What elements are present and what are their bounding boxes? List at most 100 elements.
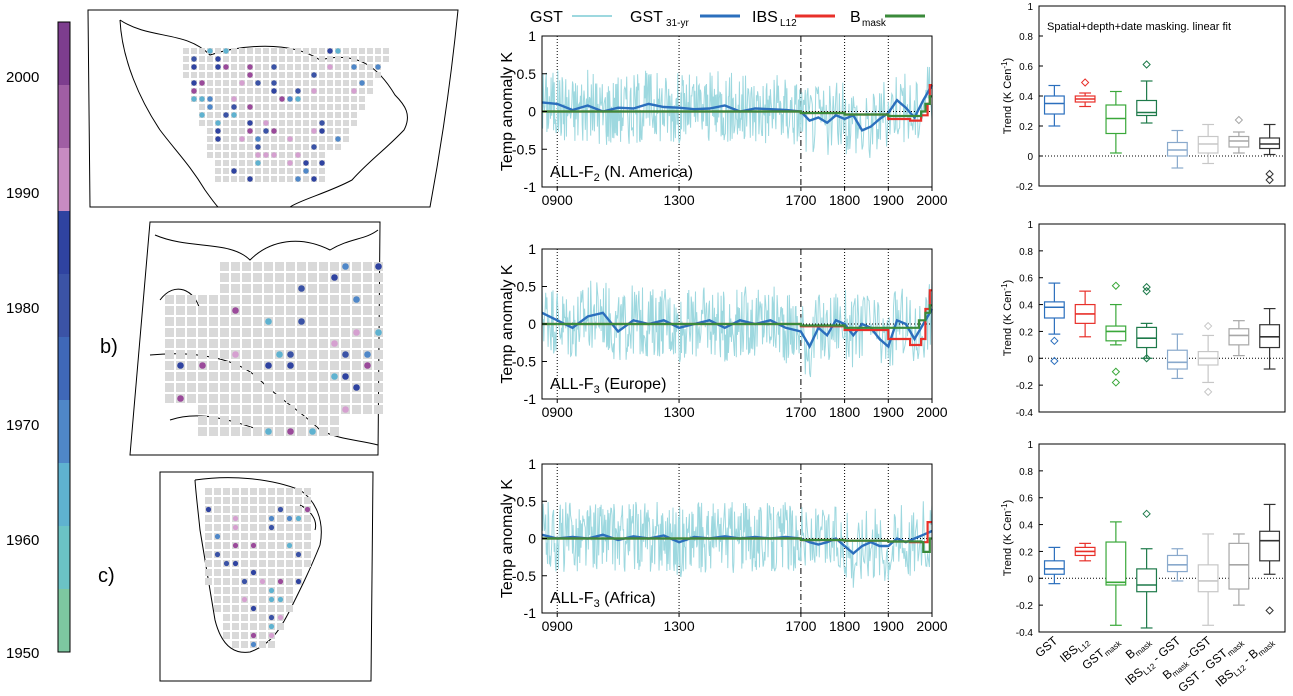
map-coast-europe [149,229,379,446]
map-site-dot [287,362,294,369]
box-outlier [1111,378,1121,387]
map-grid-cell [250,524,257,531]
map-site-dot [177,362,184,369]
map-grid-cell [303,136,309,142]
map-grid-cell [268,551,275,558]
box-outlier [1265,175,1274,185]
map-grid-cell [207,56,213,62]
map-grid-cell [259,533,266,540]
map-grid-cell [374,306,383,315]
map-grid-cell [223,497,230,504]
map-grid-cell [319,144,325,150]
map-grid-cell [255,176,261,182]
map-grid-cell [253,372,262,381]
map-grid-cell [215,88,221,94]
map-grid-cell [207,112,213,118]
map-grid-cell [287,128,293,134]
map-grid-cell [209,328,218,337]
map-grid-cell [220,383,229,392]
box-outlier [1142,60,1151,69]
map-grid-cell [215,48,221,54]
map-grid-cell [319,168,325,174]
map-grid-cell [199,120,205,126]
map-grid-cell [330,328,339,337]
map-site-dot [255,152,261,158]
map-grid-cell [214,587,221,594]
map-grid-cell [374,405,383,414]
map-grid-cell [271,72,277,78]
map-site-dot [277,506,284,513]
map-site-dot [295,578,302,585]
map-grid-cell [351,72,357,78]
map-grid-cell [374,383,383,392]
map-grid-cell [277,524,284,531]
map-grid-cell [215,160,221,166]
map-grid-cell [319,136,325,142]
map-grid-cell [375,56,381,62]
map-grid-cell [295,112,301,118]
map-grid-cell [198,405,207,414]
map-grid-cell [242,350,251,359]
map-grid-cell [343,120,349,126]
map-grid-cell [327,144,333,150]
map-grid-cell [255,64,261,70]
map-grid-cell [209,350,218,359]
map-grid-cell [367,72,373,78]
map-grid-cell [359,104,365,110]
map-grid-cell [374,350,383,359]
map-grid-cell [263,48,269,54]
map-grid-cell [250,614,257,621]
map-grid-cell [275,394,284,403]
map-site-dot [375,263,382,270]
map-grid-cell [223,168,229,174]
map-grid-cell [199,88,205,94]
map-site-dot [311,88,317,94]
x-tick-label: 1800 [829,192,860,208]
map-grid-cell [311,104,317,110]
map-grid-cell [198,317,207,326]
map-grid-cell [255,88,261,94]
map-grid-cell [327,96,333,102]
map-grid-cell [259,497,266,504]
map-grid-cell [275,273,284,282]
map-grid-cell [165,317,174,326]
map-grid-cell [241,524,248,531]
map-grid-cell [277,623,284,630]
map-grid-cell [351,104,357,110]
legend-bmask-label: B [850,9,861,26]
map-grid-cell [297,416,306,425]
map-grid-cell [374,284,383,293]
map-site-dot [191,64,197,70]
map-grid-cell [223,104,229,110]
map-grid-cell [330,306,339,315]
map-site-dot [255,144,261,150]
map-grid-cell [367,80,373,86]
map-grid-cell [308,273,317,282]
map-grid-cell [259,515,266,522]
map-site-dot [265,428,272,435]
map-grid-cell [242,394,251,403]
map-grid-cell [165,350,174,359]
map-site-dot [351,88,357,94]
map-site-dot [286,515,293,522]
map-grid-cell [231,273,240,282]
map-grid-cell [205,551,212,558]
map-grid-cell [268,542,275,549]
map-site-dot [359,80,365,86]
y-tick-label: -0.4 [1016,408,1034,419]
map-grid-cell [295,72,301,78]
map-grid-cell [220,284,229,293]
map-grid-cell [286,284,295,293]
map-site-dot [250,605,257,612]
map-grid-cell [253,273,262,282]
map-grid-cell [295,160,301,166]
map-grid-cell [232,587,239,594]
map-grid-cell [264,394,273,403]
map-grid-cell [375,72,381,78]
y-tick-label: 0.5 [517,493,537,509]
map-grid-cell [253,328,262,337]
box-iqr [1043,301,1065,319]
map-grid-cell [207,120,213,126]
